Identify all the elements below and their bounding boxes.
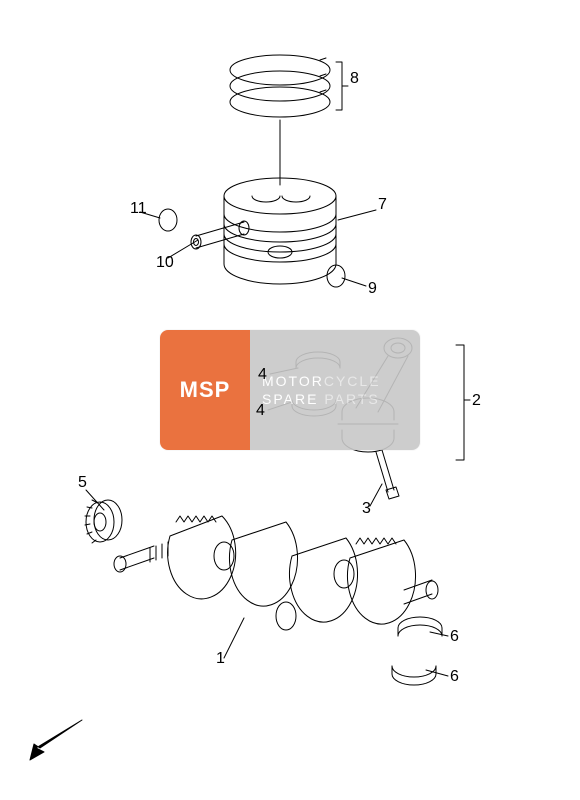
watermark-left: MSP xyxy=(160,330,250,450)
main-bearing-lower xyxy=(392,666,436,685)
piston-pin xyxy=(191,221,249,249)
piston-ring-set xyxy=(230,55,330,117)
watermark-right: MOTORCYCLE SPARE PARTS xyxy=(250,330,420,450)
circlip-right xyxy=(327,265,345,287)
watermark-badge: MSP MOTORCYCLE SPARE PARTS xyxy=(160,330,420,450)
piston xyxy=(224,178,336,284)
drive-gear xyxy=(85,500,122,543)
rod-bolt xyxy=(376,450,399,499)
watermark-text: MOTORCYCLE SPARE PARTS xyxy=(262,372,381,408)
direction-arrow xyxy=(30,720,82,760)
circlip-left xyxy=(159,209,177,231)
crankshaft xyxy=(114,516,438,630)
diagram-stage: { "diagram": { "type": "exploded-parts-d… xyxy=(0,0,580,800)
watermark-badge-text: MSP xyxy=(180,377,231,403)
